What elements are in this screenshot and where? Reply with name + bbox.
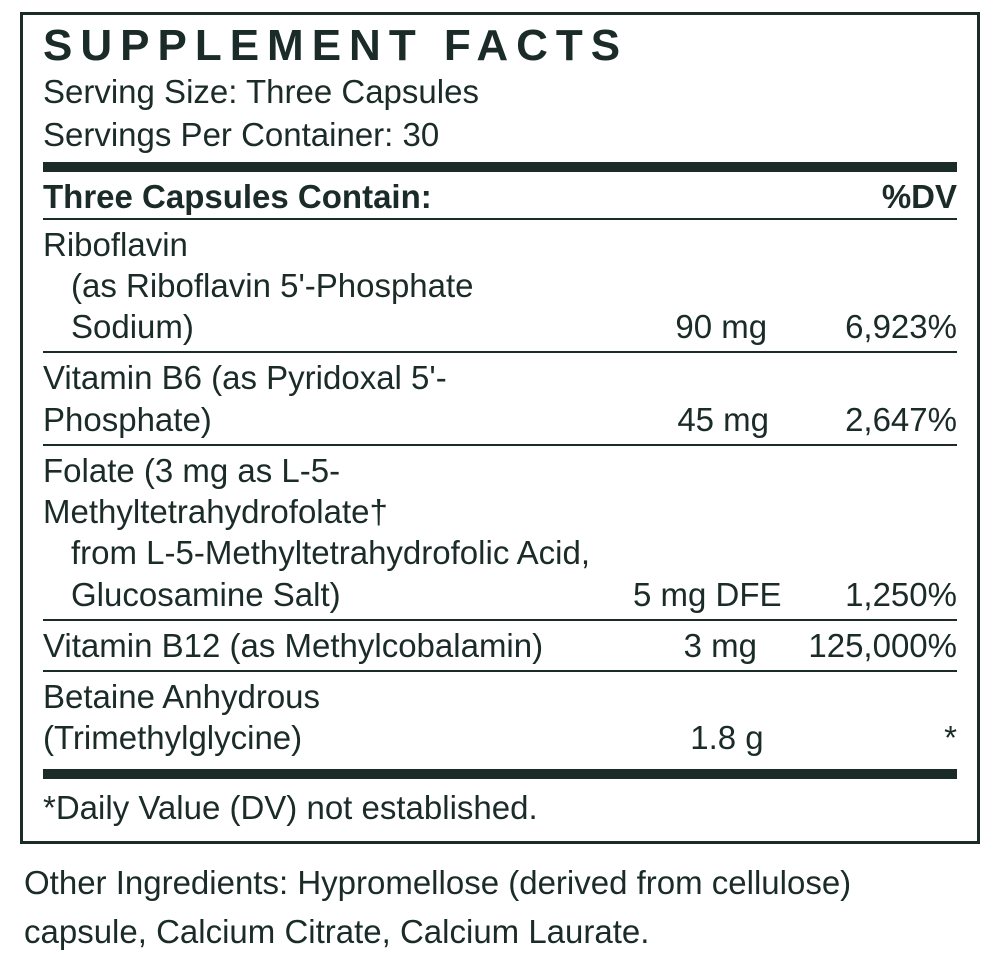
- dv-value: *: [764, 717, 957, 758]
- dv-value: 2,647%: [769, 399, 957, 440]
- servings-per-container: Servings Per Container: 30: [43, 114, 957, 155]
- ingredient-subtext: (as Riboflavin 5'-Phosphate Sodium): [43, 265, 577, 348]
- ingredient-subtext: from L-5-Methyltetrahydrofolic Acid,: [43, 532, 606, 573]
- table-row: Betaine Anhydrous (Trimethylglycine) 1.8…: [43, 672, 957, 763]
- ingredient-name: Vitamin B6 (as Pyridoxal 5'-Phosphate): [43, 357, 581, 440]
- header-right: %DV: [882, 178, 957, 216]
- amount-value: 90 mg: [577, 306, 767, 347]
- amount-value: 5 mg DFE: [606, 574, 781, 615]
- ingredient-name-col: Vitamin B6 (as Pyridoxal 5'-Phosphate): [43, 357, 581, 440]
- table-row: Riboflavin (as Riboflavin 5'-Phosphate S…: [43, 220, 957, 352]
- amount-value: 45 mg: [581, 399, 769, 440]
- amount-value: 1.8 g: [570, 717, 763, 758]
- serving-size: Serving Size: Three Capsules: [43, 71, 957, 112]
- table-header: Three Capsules Contain: %DV: [43, 176, 957, 218]
- dv-value: 6,923%: [767, 306, 957, 347]
- table-row: Folate (3 mg as L-5-Methyltetrahydrofola…: [43, 446, 957, 619]
- ingredient-name: Vitamin B12 (as Methylcobalamin): [43, 625, 557, 666]
- ingredient-name: Folate (3 mg as L-5-Methyltetrahydrofola…: [43, 450, 606, 533]
- supplement-facts-panel: SUPPLEMENT FACTS Serving Size: Three Cap…: [20, 12, 980, 844]
- panel-title: SUPPLEMENT FACTS: [43, 23, 957, 69]
- divider-thick: [43, 769, 957, 779]
- table-row: Vitamin B6 (as Pyridoxal 5'-Phosphate) 4…: [43, 353, 957, 444]
- header-left: Three Capsules Contain:: [43, 178, 432, 216]
- dv-value: 125,000%: [757, 625, 957, 666]
- dv-footnote: *Daily Value (DV) not established.: [43, 783, 957, 829]
- amount-value: 3 mg: [557, 625, 757, 666]
- ingredient-name-col: Vitamin B12 (as Methylcobalamin): [43, 625, 557, 666]
- table-row: Vitamin B12 (as Methylcobalamin) 3 mg 12…: [43, 621, 957, 670]
- divider-thick: [43, 162, 957, 172]
- ingredient-name-col: Folate (3 mg as L-5-Methyltetrahydrofola…: [43, 450, 606, 615]
- ingredient-subtext: Glucosamine Salt): [43, 574, 606, 615]
- dv-value: 1,250%: [782, 574, 957, 615]
- ingredient-name-col: Betaine Anhydrous (Trimethylglycine): [43, 676, 570, 759]
- ingredient-name: Riboflavin: [43, 224, 577, 265]
- ingredient-name: Betaine Anhydrous (Trimethylglycine): [43, 676, 570, 759]
- ingredient-name-col: Riboflavin (as Riboflavin 5'-Phosphate S…: [43, 224, 577, 348]
- other-ingredients: Other Ingredients: Hypromellose (derived…: [20, 844, 980, 957]
